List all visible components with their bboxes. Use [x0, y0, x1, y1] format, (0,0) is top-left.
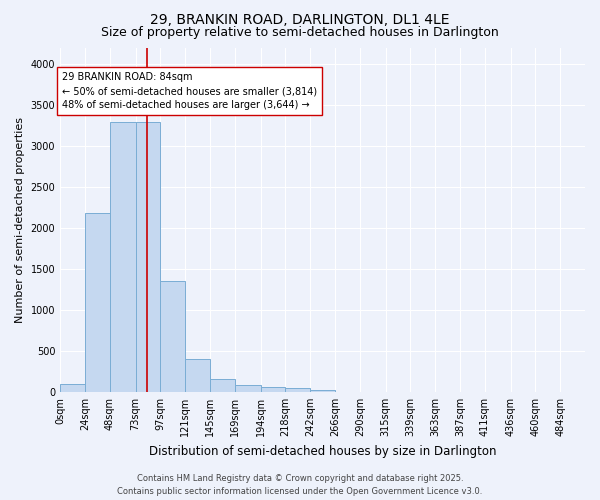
Text: 29, BRANKIN ROAD, DARLINGTON, DL1 4LE: 29, BRANKIN ROAD, DARLINGTON, DL1 4LE — [150, 12, 450, 26]
Bar — [160, 281, 185, 392]
Bar — [210, 379, 235, 392]
X-axis label: Distribution of semi-detached houses by size in Darlington: Distribution of semi-detached houses by … — [149, 444, 496, 458]
Text: 29 BRANKIN ROAD: 84sqm
← 50% of semi-detached houses are smaller (3,814)
48% of : 29 BRANKIN ROAD: 84sqm ← 50% of semi-det… — [62, 72, 317, 110]
Bar — [260, 388, 286, 392]
Bar — [85, 213, 110, 392]
Bar — [110, 122, 136, 392]
Text: Contains HM Land Registry data © Crown copyright and database right 2025.
Contai: Contains HM Land Registry data © Crown c… — [118, 474, 482, 496]
Bar — [310, 390, 335, 392]
Y-axis label: Number of semi-detached properties: Number of semi-detached properties — [15, 116, 25, 322]
Bar — [60, 384, 85, 392]
Bar — [136, 122, 160, 392]
Bar — [235, 384, 260, 392]
Text: Size of property relative to semi-detached houses in Darlington: Size of property relative to semi-detach… — [101, 26, 499, 39]
Bar — [286, 388, 310, 392]
Bar — [185, 359, 210, 392]
